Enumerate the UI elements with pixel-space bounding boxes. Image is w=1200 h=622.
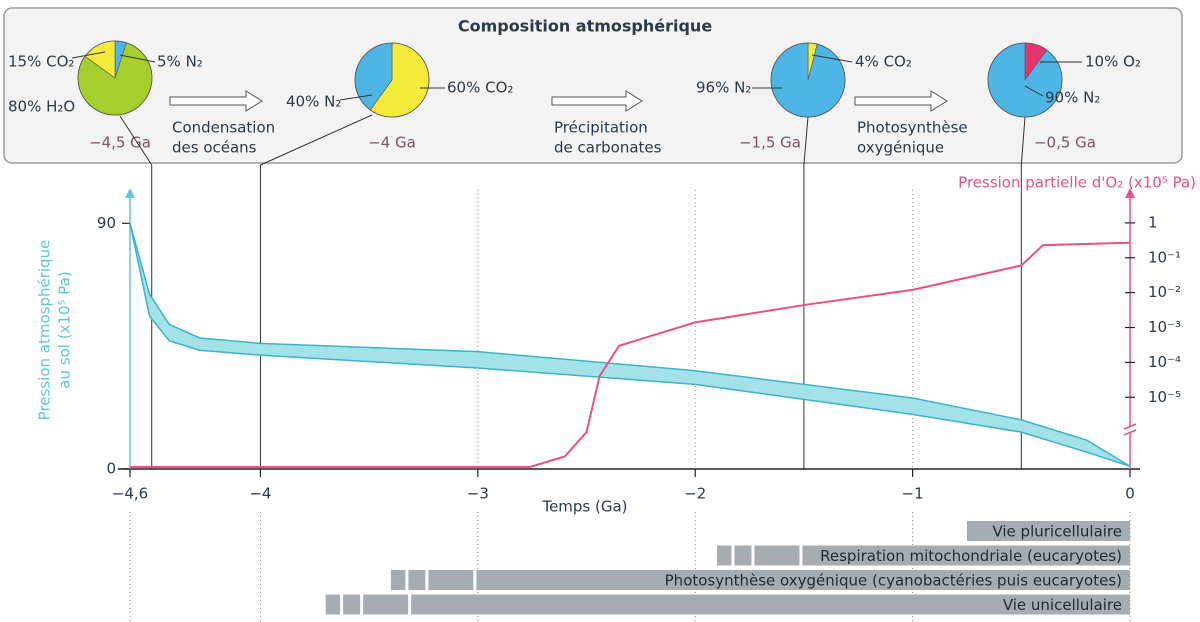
pie-date: −1,5 Ga bbox=[739, 134, 801, 152]
y-tick-label: 0 bbox=[106, 460, 116, 478]
transition-label: oxygénique bbox=[857, 139, 944, 157]
x-tick-label: −4 bbox=[249, 485, 271, 503]
band-edge bbox=[129, 223, 1131, 467]
slice-label: 4% CO₂ bbox=[855, 53, 912, 71]
y-axis-arrow bbox=[125, 188, 135, 198]
timeline-label: Vie pluricellulaire bbox=[992, 523, 1122, 541]
y2-tick-label: 1 bbox=[1148, 213, 1158, 231]
slice-label: 10% O₂ bbox=[1085, 53, 1141, 71]
y2-tick-label: 10⁻¹ bbox=[1148, 248, 1181, 266]
leader-line bbox=[1024, 85, 1044, 97]
x-tick-label: −1 bbox=[902, 485, 924, 503]
y2-tick-label: 10⁻³ bbox=[1148, 318, 1181, 336]
y-tick-label: 90 bbox=[97, 214, 116, 232]
composition-box bbox=[3, 7, 1183, 164]
transition-label: Précipitation bbox=[554, 119, 648, 137]
timeline-bar bbox=[966, 521, 1130, 541]
slice-label: 80% H₂O bbox=[8, 98, 75, 116]
x-axis-title: Temps (Ga) bbox=[541, 498, 627, 516]
transition-arrow bbox=[854, 90, 948, 112]
transition-label: Condensation bbox=[172, 119, 275, 137]
time-connector bbox=[1020, 116, 1026, 469]
x-tick-label: 0 bbox=[1125, 485, 1135, 503]
leader-line bbox=[339, 94, 373, 101]
leader-line bbox=[119, 54, 156, 63]
y-axis-title: au sol (x10⁵ Pa) bbox=[56, 271, 74, 388]
y2-tick-label: 10⁻⁵ bbox=[1148, 388, 1181, 406]
pie-date: −0,5 Ga bbox=[1034, 134, 1096, 152]
y2-tick-label: 10⁻² bbox=[1148, 283, 1181, 301]
y2-tick-label: 10⁻⁴ bbox=[1148, 353, 1181, 371]
time-connector bbox=[803, 116, 809, 469]
x-tick-label: −2 bbox=[684, 485, 706, 503]
o2-line bbox=[130, 241, 1131, 468]
transition-label: Photosynthèse bbox=[857, 119, 968, 137]
leader-line bbox=[811, 54, 853, 63]
x-tick-label: −3 bbox=[467, 485, 489, 503]
pie-outline bbox=[354, 42, 430, 118]
time-connector bbox=[259, 114, 373, 469]
composition-title: Composition atmosphérique bbox=[458, 17, 712, 36]
timeline-bar bbox=[716, 545, 1130, 566]
axis-break bbox=[1123, 429, 1137, 436]
leader-line bbox=[71, 51, 106, 59]
slice-label: 96% N₂ bbox=[696, 79, 751, 97]
pie-date: −4,5 Ga bbox=[89, 134, 151, 152]
timeline-label: Vie unicellulaire bbox=[1003, 596, 1122, 614]
y2-axis-arrow bbox=[1125, 188, 1135, 198]
timeline-bar bbox=[325, 594, 1130, 615]
x-tick-label: −4,6 bbox=[112, 485, 148, 503]
slice-label: 60% CO₂ bbox=[447, 79, 513, 97]
slice-label: 40% N₂ bbox=[286, 93, 341, 111]
timeline-label: Photosynthèse oxygénique (cyanobactéries… bbox=[665, 572, 1122, 590]
pie-date: −4 Ga bbox=[368, 134, 416, 152]
y-axis-title: Pression atmosphérique bbox=[36, 240, 54, 421]
band-edge bbox=[129, 223, 1131, 467]
transition-arrow bbox=[169, 90, 263, 112]
axis-break-gap bbox=[1124, 427, 1136, 433]
transition-label: des océans bbox=[172, 139, 257, 157]
timeline-label: Respiration mitochondriale (eucaryotes) bbox=[820, 547, 1122, 565]
slice-label: 15% CO₂ bbox=[8, 53, 74, 71]
transition-arrow bbox=[551, 90, 643, 112]
timeline-bar bbox=[390, 570, 1130, 590]
y2-axis-title: Pression partielle d'O₂ (x10⁵ Pa) bbox=[958, 174, 1196, 192]
slice-label: 90% N₂ bbox=[1045, 89, 1100, 107]
pressure-band bbox=[130, 223, 1130, 467]
slice-label: 5% N₂ bbox=[157, 53, 203, 71]
transition-label: de carbonates bbox=[554, 139, 662, 157]
axis-break bbox=[1123, 423, 1137, 430]
time-connector bbox=[119, 115, 153, 469]
pie-outline bbox=[77, 40, 153, 116]
